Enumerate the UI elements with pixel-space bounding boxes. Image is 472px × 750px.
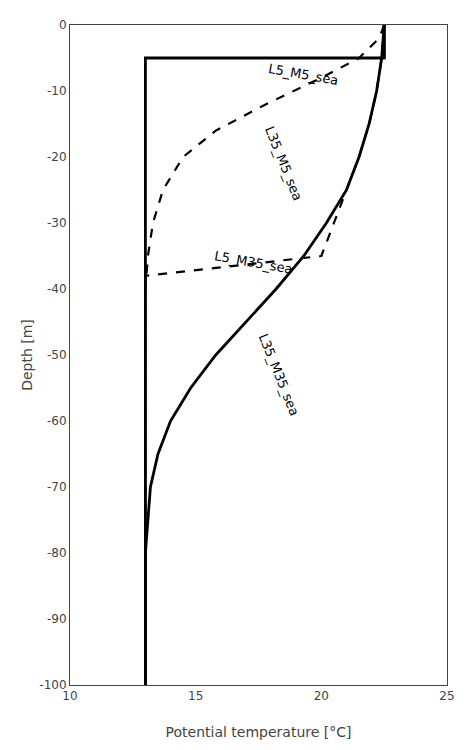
svg-text:20: 20 [314,689,329,703]
svg-text:15: 15 [188,689,203,703]
svg-text:L35_M5_sea: L35_M5_sea [262,124,306,203]
svg-text:L5_M35_sea: L5_M35_sea [213,248,293,276]
svg-text:Depth [m]: Depth [m] [19,319,35,391]
svg-text:-90: -90 [47,612,67,626]
svg-text:-80: -80 [47,546,67,560]
svg-text:-60: -60 [47,414,67,428]
svg-text:L35_M35_sea: L35_M35_sea [256,331,303,418]
svg-text:-100: -100 [39,678,66,692]
svg-text:10: 10 [62,689,77,703]
svg-text:-10: -10 [47,84,67,98]
svg-text:-40: -40 [47,282,67,296]
svg-text:-50: -50 [47,348,67,362]
svg-text:L5_M5_sea: L5_M5_sea [267,61,339,88]
svg-text:-20: -20 [47,150,67,164]
svg-text:-30: -30 [47,216,67,230]
svg-text:Potential temperature [°C]: Potential temperature [°C] [166,724,352,740]
svg-text:25: 25 [439,689,454,703]
svg-text:-70: -70 [47,480,67,494]
svg-text:0: 0 [59,18,67,32]
